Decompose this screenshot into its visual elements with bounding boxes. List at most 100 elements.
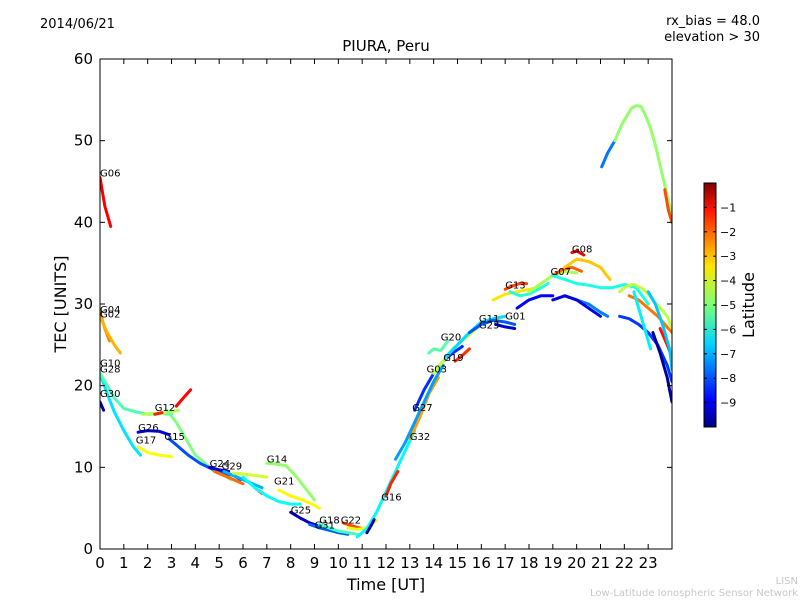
series-line-g21 <box>277 488 321 510</box>
satellite-label: G31 <box>315 520 335 531</box>
satellite-label: G08 <box>572 244 592 255</box>
series-line-g16 <box>365 518 376 535</box>
satellite-label: G21 <box>274 476 294 487</box>
satellite-label: G23 <box>479 320 499 331</box>
satellite-label: G26 <box>138 423 158 434</box>
satellite-label: G13 <box>505 280 525 291</box>
satellite-label: G20 <box>441 333 461 344</box>
y-tick-label: 10 <box>74 458 93 476</box>
satellite-label: G14 <box>267 454 287 465</box>
series-line-g26 <box>136 429 171 437</box>
credit-fullname: Low-Latitude Ionospheric Sensor Network <box>590 588 798 599</box>
satellite-label: G24 <box>210 459 230 470</box>
colorbar-tick-label: −7 <box>720 348 736 361</box>
series-line-g19 <box>453 347 471 363</box>
date-label: 2014/06/21 <box>40 17 115 32</box>
x-tick-label: 22 <box>615 554 634 572</box>
x-tick-label: 19 <box>543 554 562 572</box>
x-axis-title: Time [UT] <box>346 575 425 594</box>
series-line-g21 <box>241 475 302 506</box>
satellite-label: G10 <box>100 359 120 370</box>
x-tick-label: 21 <box>591 554 610 572</box>
rx-bias-label: rx_bias = 48.0 <box>666 14 760 29</box>
series-line-g10 <box>100 371 142 457</box>
series-line-g20 <box>427 339 450 355</box>
series-line-g01 <box>508 282 550 298</box>
x-tick-label: 12 <box>376 554 395 572</box>
satellite-label: G25 <box>291 506 311 517</box>
series-line-g18 <box>317 523 359 536</box>
y-tick-label: 40 <box>74 213 93 231</box>
series-line-g31 <box>308 523 350 536</box>
x-tick-label: 9 <box>310 554 320 572</box>
colorbar-tick-label: −4 <box>720 275 736 288</box>
y-tick-label: 20 <box>74 377 93 395</box>
series-line-g32 <box>408 376 440 441</box>
satellite-label: G30 <box>100 389 120 400</box>
satellite-label: G03 <box>427 364 447 375</box>
satellite-label: G16 <box>381 493 401 504</box>
satellite-label: G29 <box>222 462 242 473</box>
x-tick-label: 11 <box>353 554 372 572</box>
y-axis-title: TEC [UNITS] <box>51 256 70 354</box>
y-tick-label: 30 <box>74 295 93 313</box>
satellite-label: G15 <box>164 432 184 443</box>
x-tick-label: 20 <box>567 554 586 572</box>
series-line-g05 <box>613 104 672 224</box>
series-line-g17 <box>136 445 173 459</box>
series-line-g24 <box>212 469 245 486</box>
series-line-g08 <box>551 294 602 318</box>
series-line-g09 <box>651 331 672 404</box>
satellite-label: G28 <box>100 364 120 375</box>
series-line-g05 <box>600 139 617 169</box>
colorbar-tick-label: −5 <box>720 299 736 312</box>
x-tick-label: 10 <box>329 554 348 572</box>
series-line-g05 <box>663 188 672 224</box>
series-line-g09 <box>618 314 672 384</box>
satellite-label: G11 <box>479 314 499 325</box>
series-line-g09 <box>632 290 653 351</box>
y-tick-label: 50 <box>74 132 93 150</box>
x-tick-label: 7 <box>262 554 272 572</box>
series-line-g08 <box>570 249 586 257</box>
colorbar-tick-label: −2 <box>720 226 736 239</box>
series-line-g01 <box>515 294 555 310</box>
colorbar-tick-label: −3 <box>720 250 736 263</box>
colorbar-tick-label: −8 <box>720 372 736 385</box>
x-tick-label: 0 <box>95 554 105 572</box>
series-line-g08 <box>563 257 612 281</box>
series-line-g16 <box>355 429 417 539</box>
series-line-g29 <box>232 471 269 479</box>
colorbar-tick-label: −6 <box>720 323 736 336</box>
satellite-label: G04 <box>100 305 120 316</box>
satellite-label: G27 <box>412 403 432 414</box>
x-tick-label: 8 <box>286 554 296 572</box>
elevation-label: elevation > 30 <box>664 30 760 45</box>
chart-title: PIURA, Peru <box>342 37 430 55</box>
series-line-g13 <box>503 282 529 291</box>
x-tick-label: 14 <box>424 554 443 572</box>
series-line-g02 <box>100 314 122 355</box>
series-line-g23 <box>467 318 517 335</box>
x-tick-label: 6 <box>238 554 248 572</box>
colorbar-tick-label: −9 <box>720 397 736 410</box>
x-tick-label: 18 <box>519 554 538 572</box>
series-line-g27 <box>394 363 445 461</box>
series-line-g08 <box>551 273 650 306</box>
x-tick-label: 1 <box>119 554 129 572</box>
x-tick-label: 4 <box>191 554 201 572</box>
series-line-g01 <box>494 322 517 330</box>
x-tick-label: 3 <box>167 554 177 572</box>
x-tick-label: 13 <box>400 554 419 572</box>
satellite-label: G01 <box>505 311 525 322</box>
satellite-label: G12 <box>155 403 175 414</box>
colorbar-tick-label: −1 <box>720 201 736 214</box>
satellite-label: G18 <box>319 516 339 527</box>
series-line-g12 <box>174 388 193 408</box>
y-tick-label: 60 <box>74 50 93 68</box>
x-tick-label: 17 <box>496 554 515 572</box>
series-line-g06 <box>100 175 113 228</box>
satellite-label: G22 <box>341 516 361 527</box>
satellite-label: G17 <box>136 436 156 447</box>
